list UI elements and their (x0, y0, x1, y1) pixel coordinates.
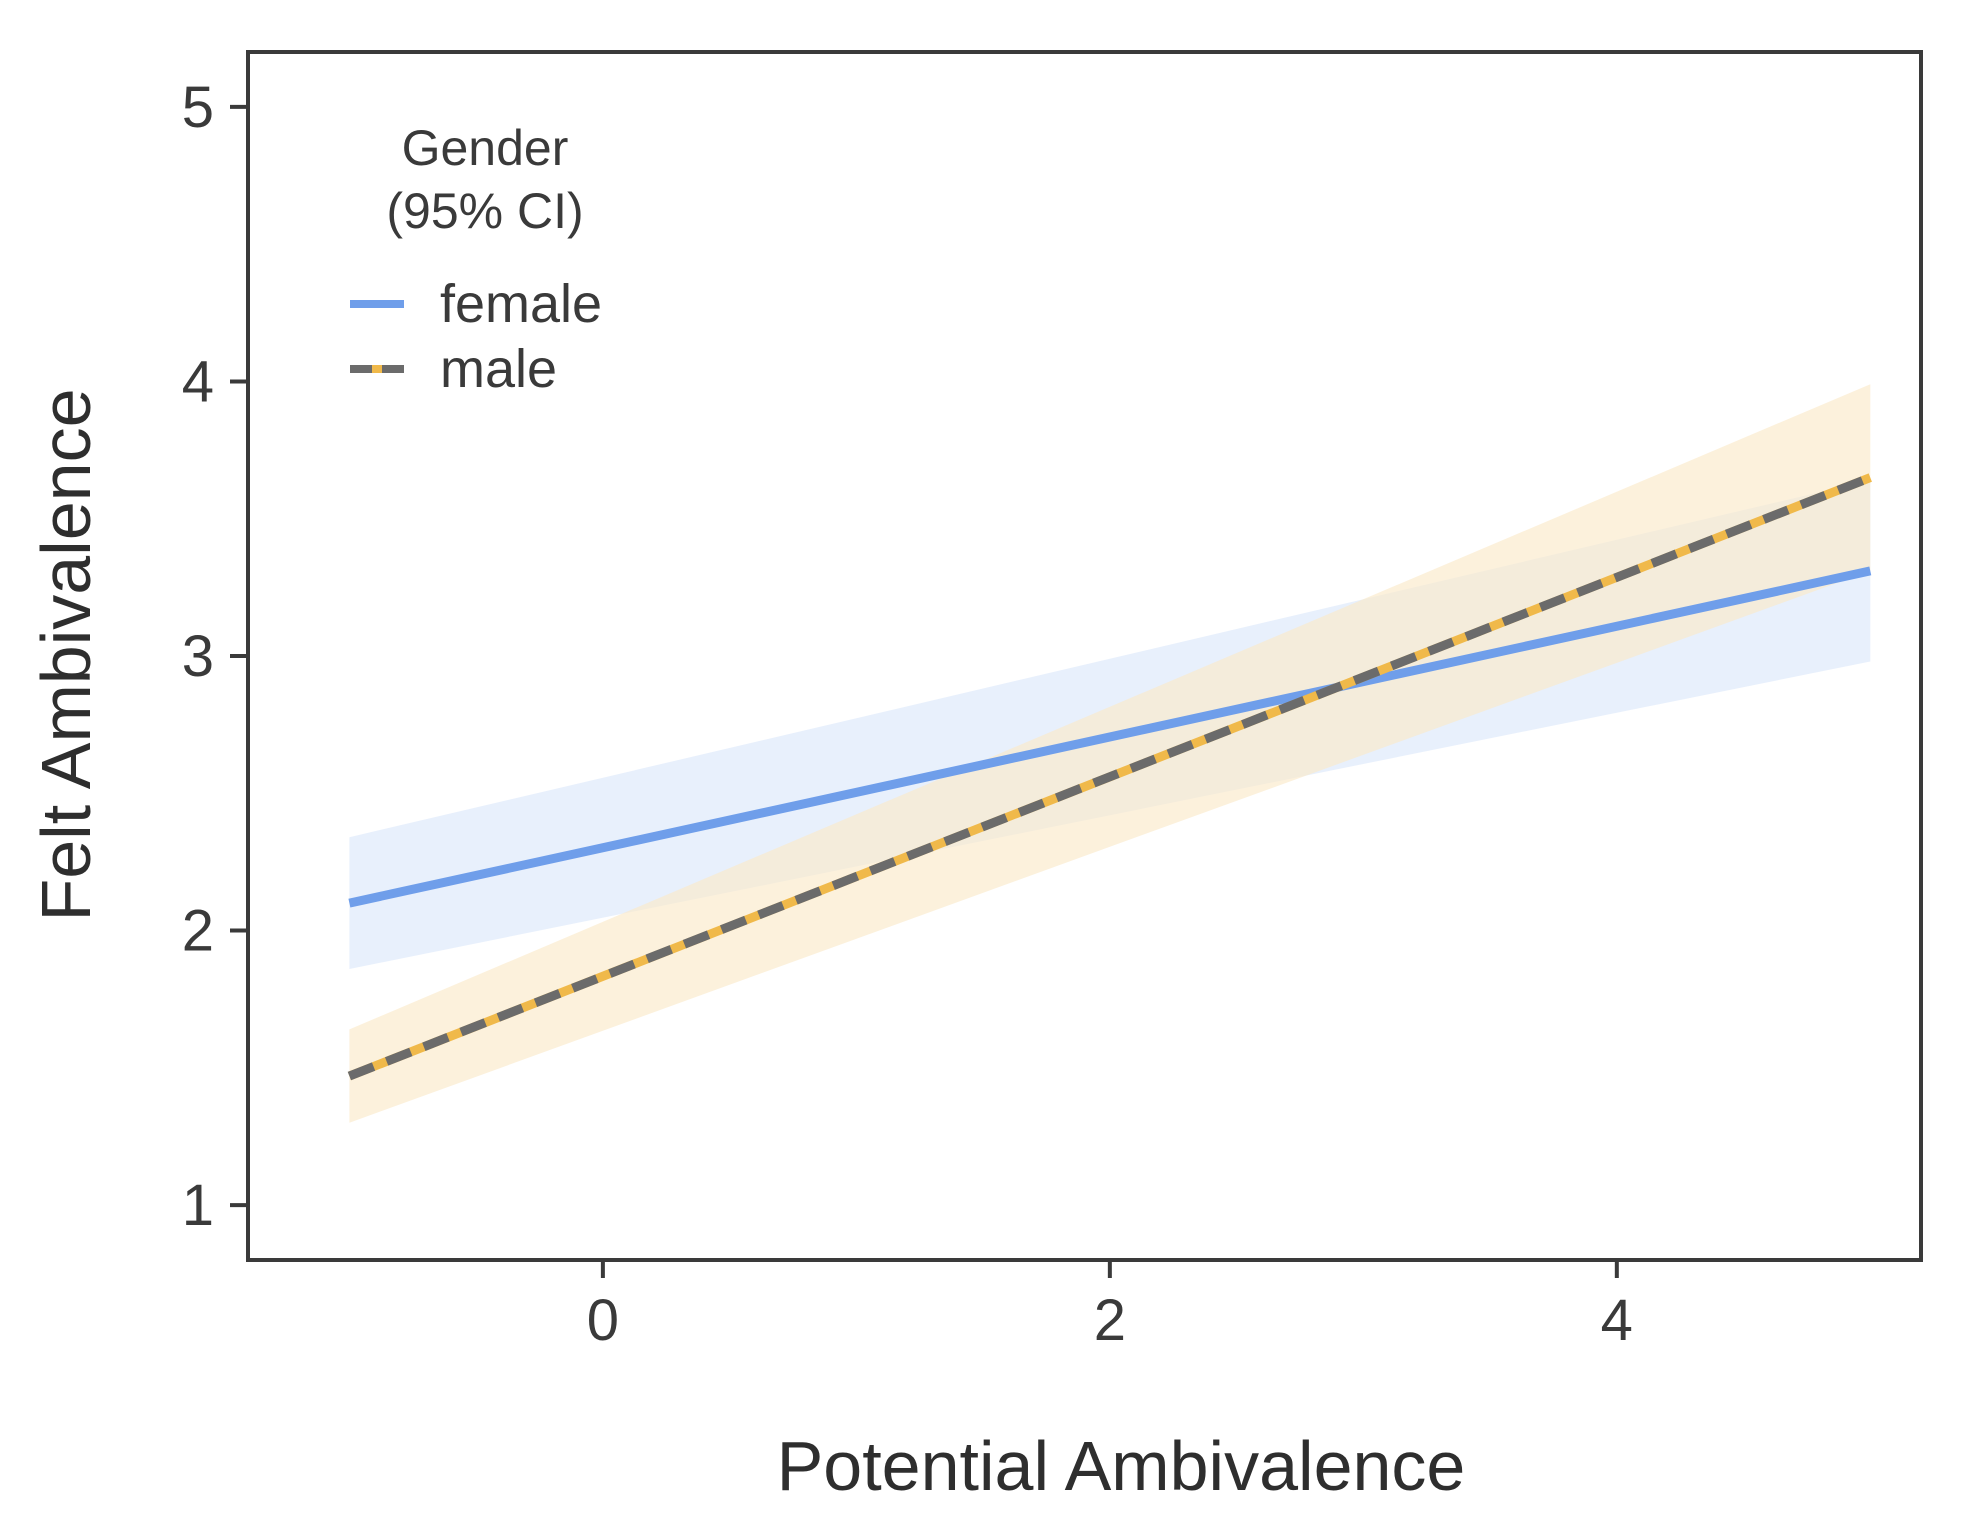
y-tick-label: 4 (182, 349, 214, 414)
x-tick-label: 4 (1601, 1288, 1633, 1353)
y-tick-label: 3 (182, 624, 214, 689)
y-tick-label: 1 (182, 1173, 214, 1238)
x-axis-title: Potential Ambivalence (777, 1427, 1466, 1505)
y-axis-title: Felt Ambivalence (27, 388, 105, 921)
x-tick-label: 2 (1094, 1288, 1126, 1353)
line-female (348, 566, 1872, 908)
ci-bands (349, 384, 1871, 1123)
legend-label-female: female (440, 274, 602, 334)
legend-subtitle: (95% CI) (386, 183, 583, 239)
legend-title: Gender (402, 120, 569, 176)
x-axis: 0 2 4 (587, 1260, 1633, 1353)
ci-band-male (349, 384, 1871, 1123)
legend: Gender (95% CI) female male (350, 120, 602, 399)
y-tick-label: 2 (182, 899, 214, 964)
line-male-dash (347, 473, 1872, 1081)
regression-lines (347, 473, 1872, 1081)
x-tick-label: 0 (587, 1288, 619, 1353)
y-tick-label: 5 (182, 75, 214, 140)
legend-label-male: male (440, 339, 557, 399)
y-axis: 1 2 3 4 5 (182, 75, 248, 1238)
